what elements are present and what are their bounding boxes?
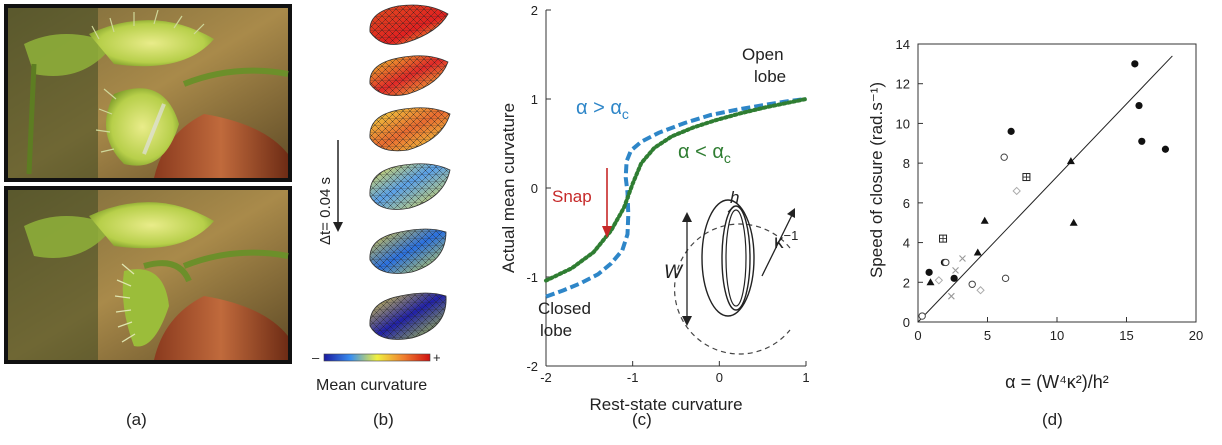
x-tick-label: 1 [802, 370, 809, 385]
open-lobe-label-line1: Open [742, 45, 784, 64]
closure-speed-axes: 0 5 10 15 20 0 2 4 6 8 10 12 14 [896, 37, 1204, 343]
data-point [1069, 218, 1078, 226]
data-point [947, 292, 955, 300]
colorbar-min-label: – [312, 350, 320, 365]
lobe-frame-6 [369, 292, 447, 340]
time-step-label: Δt= 0.04 s [317, 177, 334, 245]
y-tick-label: 10 [896, 116, 910, 131]
curvature-chart-series [544, 97, 808, 299]
data-point-mark [1022, 173, 1030, 181]
colorbar-label: Mean curvature [316, 377, 427, 394]
alpha-greater-label: α > αc [576, 97, 629, 122]
venus-flytrap-photos [4, 4, 292, 364]
data-point [1066, 157, 1075, 165]
svg-text:α > αc: α > αc [576, 97, 629, 122]
x-tick-label: -2 [540, 370, 552, 385]
x-tick-label: 20 [1189, 328, 1203, 343]
time-arrow [333, 140, 343, 232]
lobe-frame-5 [369, 228, 447, 274]
data-point [934, 276, 944, 285]
snap-label: Snap [552, 187, 592, 206]
lobe-frame-4 [369, 163, 451, 210]
y-tick-label: 2 [531, 3, 538, 18]
fit-line [917, 55, 1173, 323]
colorbar [323, 353, 431, 362]
x-tick-label: 0 [716, 370, 723, 385]
data-point [1131, 60, 1139, 68]
curvature-chart-xlabel: Rest-state curvature [589, 395, 742, 414]
closure-speed-chart: 0 5 10 15 20 0 2 4 6 8 10 12 14 α = (W⁴κ²)/h² Speed … [867, 37, 1204, 392]
y-tick-label: 1 [531, 92, 538, 107]
y-tick-label: 6 [903, 196, 910, 211]
curvature-chart: -2 -1 0 1 -2 -1 0 1 2 Rest-state curvature Actua… [499, 3, 810, 414]
x-tick-label: 5 [984, 328, 991, 343]
caption-c: (c) [632, 410, 652, 429]
closed-lobe-label-line2: lobe [540, 321, 572, 340]
data-point [1135, 101, 1143, 110]
panel-a-photos [4, 4, 292, 364]
curvature-chart-axes: -2 -1 0 1 -2 -1 0 1 2 [526, 3, 809, 385]
data-point [968, 280, 976, 288]
data-point [973, 248, 982, 256]
y-tick-label: 4 [903, 236, 910, 251]
x-tick-label: 0 [914, 328, 921, 343]
colorbar-max-label: + [433, 350, 441, 365]
x-tick-label: -1 [627, 370, 639, 385]
y-tick-label: 0 [531, 181, 538, 196]
data-point [952, 266, 959, 274]
open-lobe-label-line2: lobe [754, 67, 786, 86]
lobe-frame-1 [369, 4, 449, 45]
data-point [918, 312, 926, 320]
data-point [1000, 153, 1008, 161]
data-point-mark [939, 235, 947, 243]
data-point [942, 258, 950, 267]
photo-closed-trap [4, 186, 292, 364]
closed-lobe-label-line1: Closed [538, 299, 591, 318]
y-tick-label: 2 [903, 275, 910, 290]
lobe-frame-3 [369, 107, 451, 152]
y-tick-label: 12 [896, 77, 910, 92]
closure-speed-ylabel: Speed of closure (rad.s⁻¹) [867, 82, 886, 278]
data-point [1138, 137, 1146, 145]
closure-speed-points [918, 60, 1170, 320]
inset-w-label: W [664, 262, 684, 283]
y-tick-label: -2 [526, 359, 538, 374]
plot-frame [917, 43, 1197, 323]
y-tick-label: -1 [526, 270, 538, 285]
caption-a: (a) [126, 410, 147, 429]
data-point [950, 274, 958, 282]
x-tick-label: 15 [1119, 328, 1133, 343]
data-point [959, 255, 966, 262]
lobe-geometry-inset [673, 199, 795, 355]
photo-open-trap [4, 4, 292, 182]
lobe-frame-2 [369, 55, 449, 97]
y-tick-label: 14 [896, 37, 910, 52]
closure-speed-xlabel: α = (W⁴κ²)/h² [1005, 372, 1109, 392]
y-tick-label: 8 [903, 156, 910, 171]
panel-c-curvature-chart: -2 -1 0 1 -2 -1 0 1 2 Rest-state curvature Actua… [490, 0, 830, 420]
data-point [926, 278, 935, 286]
data-point [976, 286, 985, 295]
curvature-chart-ylabel: Actual mean curvature [499, 103, 518, 273]
data-point [1001, 274, 1010, 283]
inset-h-label: h [730, 188, 739, 207]
x-tick-label: 10 [1050, 328, 1064, 343]
panel-b-simulation: Δt= 0.04 s – + Mean curvature [300, 0, 470, 400]
series-alpha-less-line [544, 97, 808, 283]
alpha-less-label: α < αc [678, 141, 731, 166]
inset-kappa-label: κ−1 [774, 228, 798, 253]
caption-d: (d) [1042, 410, 1063, 429]
snap-arrow [602, 168, 612, 238]
data-point [1161, 145, 1170, 153]
series-alpha-greater-line [545, 97, 807, 299]
panel-d-closure-speed-chart: 0 5 10 15 20 0 2 4 6 8 10 12 14 α = (W⁴κ²)/h² Speed … [852, 0, 1212, 420]
data-point [980, 216, 989, 224]
data-point [925, 268, 933, 276]
data-point [1012, 186, 1021, 196]
lobe-simulation-sequence: Δt= 0.04 s – + Mean curvature [312, 4, 451, 394]
svg-text:α < αc: α < αc [678, 141, 731, 166]
data-point [1007, 127, 1015, 135]
y-tick-label: 0 [903, 315, 910, 330]
caption-b: (b) [373, 410, 394, 429]
